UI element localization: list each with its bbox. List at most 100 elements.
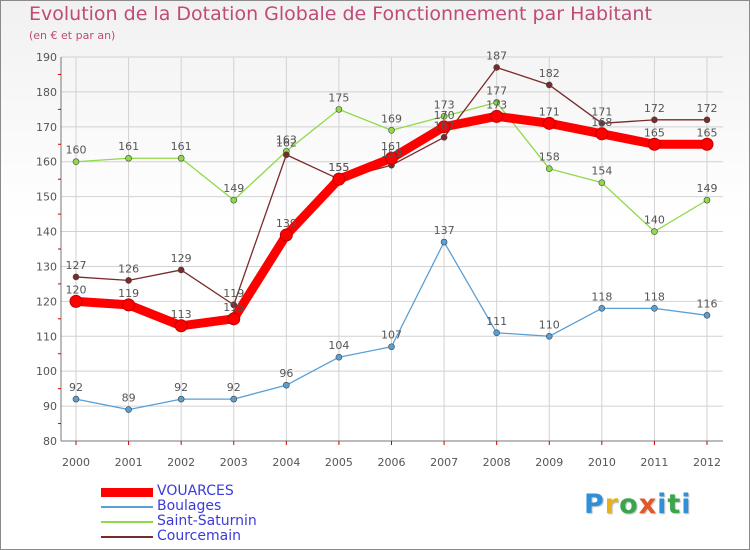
data-label: 160 bbox=[66, 144, 87, 157]
legend-item: Saint-Saturnin bbox=[101, 513, 301, 530]
data-label: 96 bbox=[279, 367, 293, 380]
x-tick-label: 2005 bbox=[325, 456, 353, 469]
data-label: 127 bbox=[66, 259, 87, 272]
data-label: 169 bbox=[381, 112, 402, 125]
data-point bbox=[703, 312, 711, 319]
data-point bbox=[545, 81, 553, 89]
chart-title: Evolution de la Dotation Globale de Fonc… bbox=[29, 3, 652, 25]
legend-item: Boulages bbox=[101, 498, 301, 515]
data-label: 165 bbox=[697, 126, 718, 139]
data-label: 170 bbox=[434, 109, 455, 122]
logo-letter: i bbox=[681, 489, 692, 520]
data-point bbox=[700, 137, 714, 151]
x-tick-label: 2007 bbox=[430, 456, 458, 469]
legend-item: VOUARCES bbox=[101, 483, 301, 500]
data-label: 187 bbox=[486, 49, 507, 62]
data-point bbox=[125, 406, 132, 413]
data-point bbox=[493, 99, 500, 106]
data-point bbox=[703, 116, 711, 124]
data-point bbox=[545, 165, 553, 173]
data-point bbox=[122, 298, 136, 312]
data-point bbox=[388, 127, 395, 134]
data-label: 172 bbox=[644, 102, 665, 115]
y-tick-label: 170 bbox=[36, 121, 57, 134]
data-point bbox=[283, 381, 290, 389]
data-label: 161 bbox=[381, 140, 402, 153]
data-label: 167 bbox=[434, 119, 455, 132]
data-point bbox=[647, 137, 661, 151]
data-label: 168 bbox=[591, 116, 612, 129]
legend-label: Saint-Saturnin bbox=[157, 513, 257, 529]
data-point bbox=[230, 395, 238, 403]
x-tick-label: 2011 bbox=[640, 456, 668, 469]
logo-letter: r bbox=[604, 489, 620, 520]
y-tick-label: 190 bbox=[36, 51, 57, 64]
data-point bbox=[651, 116, 658, 124]
data-label: 119 bbox=[118, 287, 139, 300]
legend-swatch bbox=[101, 506, 153, 508]
data-point bbox=[125, 277, 132, 284]
data-label: 163 bbox=[276, 133, 297, 146]
data-label: 111 bbox=[486, 315, 507, 328]
logo-letter: o bbox=[619, 489, 639, 520]
y-tick-label: 150 bbox=[36, 191, 57, 204]
y-tick-label: 90 bbox=[43, 400, 57, 413]
data-point bbox=[542, 116, 556, 130]
data-label: 171 bbox=[591, 105, 612, 118]
data-point bbox=[490, 109, 504, 123]
data-point bbox=[598, 305, 606, 312]
data-label: 140 bbox=[644, 214, 665, 227]
data-label: 177 bbox=[486, 84, 507, 97]
data-point bbox=[440, 113, 448, 120]
data-point bbox=[177, 266, 185, 274]
data-label: 92 bbox=[174, 381, 188, 394]
data-label: 110 bbox=[539, 318, 560, 331]
data-point bbox=[440, 133, 448, 141]
data-label: 158 bbox=[539, 151, 560, 164]
data-label: 129 bbox=[171, 252, 192, 265]
chart-legend: VOUARCES Boulages Saint-Saturnin Courcemain bbox=[101, 483, 301, 545]
data-label: 155 bbox=[328, 161, 349, 174]
data-point bbox=[437, 120, 451, 134]
data-point bbox=[598, 120, 606, 127]
data-label: 175 bbox=[328, 91, 349, 104]
data-label: 162 bbox=[276, 137, 297, 150]
legend-item: Courcemain bbox=[101, 528, 301, 545]
data-point bbox=[125, 154, 132, 162]
logo-letter: x bbox=[638, 489, 658, 520]
data-point bbox=[595, 127, 609, 141]
data-label: 155 bbox=[328, 161, 349, 174]
data-point bbox=[388, 343, 395, 351]
data-point bbox=[69, 294, 83, 308]
data-label: 139 bbox=[276, 217, 297, 230]
data-point bbox=[177, 395, 185, 403]
data-point bbox=[703, 196, 711, 204]
data-label: 92 bbox=[227, 381, 241, 394]
data-point bbox=[651, 228, 658, 235]
data-label: 159 bbox=[381, 147, 402, 160]
data-point bbox=[385, 151, 398, 165]
legend-swatch bbox=[101, 536, 153, 538]
data-label: 149 bbox=[697, 182, 718, 195]
logo-letter: P bbox=[584, 489, 605, 520]
legend-label: Courcemain bbox=[157, 528, 241, 544]
data-point bbox=[72, 158, 80, 166]
data-point bbox=[332, 172, 346, 186]
data-point bbox=[493, 64, 500, 71]
chart-subtitle: (en € et par an) bbox=[29, 29, 116, 42]
data-label: 165 bbox=[644, 126, 665, 139]
data-label: 119 bbox=[223, 287, 244, 300]
data-point bbox=[651, 305, 658, 312]
x-tick-label: 2008 bbox=[483, 456, 511, 469]
x-tick-label: 2003 bbox=[220, 456, 248, 469]
data-point bbox=[493, 329, 500, 337]
legend-label: VOUARCES bbox=[157, 483, 234, 499]
data-point bbox=[283, 151, 290, 159]
y-tick-label: 180 bbox=[36, 86, 57, 99]
y-tick-label: 140 bbox=[36, 226, 57, 239]
legend-swatch bbox=[101, 488, 153, 497]
data-label: 149 bbox=[223, 182, 244, 195]
x-tick-label: 2009 bbox=[535, 456, 563, 469]
data-label: 161 bbox=[171, 140, 192, 153]
